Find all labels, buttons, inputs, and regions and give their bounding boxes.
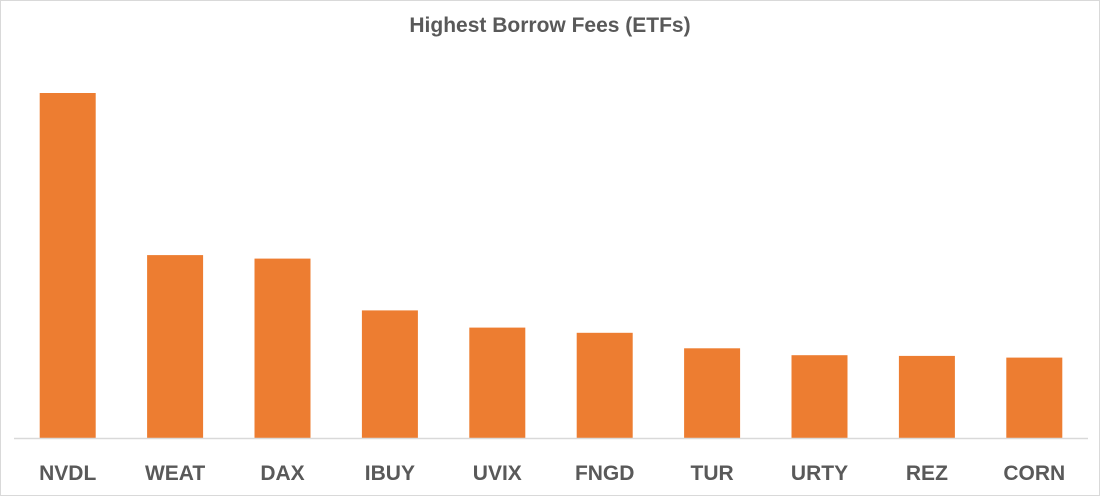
x-tick-label-urty: URTY [791, 462, 848, 485]
bar-uvix [469, 327, 526, 438]
x-tick-label-dax: DAX [260, 462, 304, 485]
x-tick-label-uvix: UVIX [473, 462, 522, 485]
bar-rez [898, 355, 955, 438]
x-tick-label-tur: TUR [691, 462, 734, 485]
x-tick-label-fngd: FNGD [575, 462, 635, 485]
bar-fngd [576, 332, 633, 438]
bar-ibuy [361, 310, 418, 439]
x-tick-label-nvdl: NVDL [39, 462, 96, 485]
bar-tur [684, 348, 741, 438]
x-tick-label-corn: CORN [1003, 462, 1065, 485]
x-tick-label-weat: WEAT [145, 462, 205, 485]
bar-corn [1006, 357, 1063, 438]
x-tick-label-rez: REZ [906, 462, 948, 485]
bar-urty [791, 355, 848, 438]
bar-nvdl [39, 93, 96, 438]
x-tick-label-ibuy: IBUY [365, 462, 415, 485]
chart-title: Highest Borrow Fees (ETFs) [409, 14, 691, 37]
bar-weat [147, 255, 204, 438]
bar-dax [254, 258, 311, 438]
